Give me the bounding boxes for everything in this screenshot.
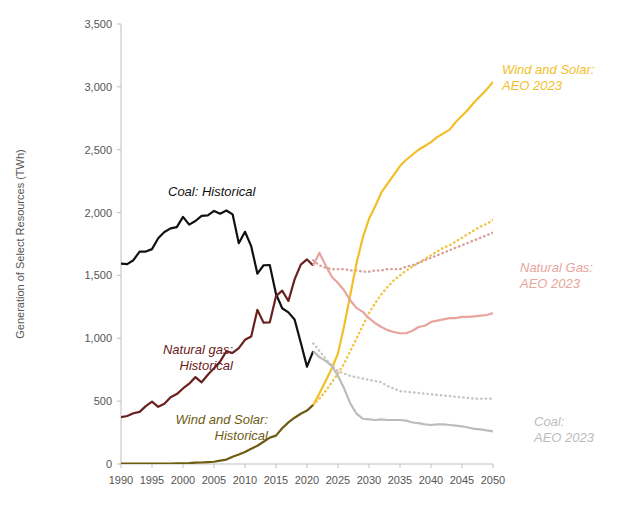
line	[121, 259, 313, 417]
chart: 0 500 1,000 1,500 2,000 2,500 3,000 3,500 1990 19…	[0, 0, 619, 521]
x-tick	[400, 464, 401, 468]
lines	[121, 82, 493, 464]
x-tick	[493, 464, 494, 468]
y-tick-label: 1,000	[84, 332, 112, 344]
label-line: Coal:	[534, 414, 565, 429]
x-tick-label: 2005	[202, 474, 226, 486]
line	[313, 82, 493, 405]
x-tick	[307, 464, 308, 468]
y-tick-label: 3,000	[84, 81, 112, 93]
y-tick-label: 2,500	[84, 144, 112, 156]
x-tick-label: 1990	[109, 474, 133, 486]
series-label: Coal:AEO 2023	[533, 414, 595, 445]
x-tick-label: 2000	[171, 474, 195, 486]
x-tick-label: 2035	[388, 474, 412, 486]
y-tick	[117, 212, 121, 213]
x-tick	[183, 464, 184, 468]
y-axis-title: Generation of Select Resources (TWh)	[14, 149, 26, 339]
y-tick	[117, 24, 121, 25]
x-tick-label: 2050	[481, 474, 505, 486]
label-line: Natural Gas:	[520, 260, 593, 275]
series-label: Natural gas:Historical	[163, 342, 234, 373]
label-line: Wind and Solar:	[176, 412, 269, 427]
y-tick-label: 500	[94, 395, 112, 407]
dotted-line	[313, 233, 493, 272]
series-label: Wind and Solar:AEO 2023	[501, 62, 595, 93]
x-tick	[431, 464, 432, 468]
line	[313, 351, 493, 431]
y-tick-label: 1,500	[84, 269, 112, 281]
x-tick	[276, 464, 277, 468]
label-line: Natural gas:	[163, 342, 233, 357]
y-tick	[117, 149, 121, 150]
series-label: Coal: Historical	[168, 184, 257, 199]
label-line: AEO 2023	[533, 430, 595, 445]
label-line: AEO 2023	[501, 78, 563, 93]
x-tick-label: 2045	[450, 474, 474, 486]
y-tick	[117, 338, 121, 339]
y-axis-line	[121, 24, 122, 464]
line	[121, 405, 313, 464]
x-tick	[245, 464, 246, 468]
label-line: Historical	[215, 428, 270, 443]
x-tick-label: 2040	[419, 474, 443, 486]
x-tick	[121, 464, 122, 468]
x-tick	[338, 464, 339, 468]
x-tick-label: 2020	[295, 474, 319, 486]
line	[121, 211, 313, 367]
y-tick	[117, 464, 121, 465]
y-tick-label: 3,500	[84, 18, 112, 30]
dotted-line	[313, 343, 493, 398]
axes: 0 500 1,000 1,500 2,000 2,500 3,000 3,500 1990 19…	[84, 18, 505, 486]
x-tick	[462, 464, 463, 468]
dotted-line	[313, 220, 493, 405]
y-tick-label: 0	[106, 458, 112, 470]
x-tick-label: 2030	[357, 474, 381, 486]
y-tick	[117, 275, 121, 276]
line	[313, 253, 493, 333]
y-tick-label: 2,000	[84, 207, 112, 219]
y-tick	[117, 86, 121, 87]
label-line: Historical	[180, 358, 235, 373]
x-tick	[152, 464, 153, 468]
series-label: Natural Gas:AEO 2023	[519, 260, 593, 291]
label-line: AEO 2023	[519, 276, 581, 291]
series-labels: Coal: HistoricalNatural gas:HistoricalWi…	[163, 62, 595, 445]
x-tick-label: 2025	[326, 474, 350, 486]
series-label: Wind and Solar:Historical	[176, 412, 269, 443]
x-tick	[214, 464, 215, 468]
label-line: Wind and Solar:	[502, 62, 595, 77]
x-tick-label: 2015	[264, 474, 288, 486]
x-tick-label: 1995	[140, 474, 164, 486]
x-tick	[369, 464, 370, 468]
y-tick	[117, 401, 121, 402]
x-tick-label: 2010	[233, 474, 257, 486]
